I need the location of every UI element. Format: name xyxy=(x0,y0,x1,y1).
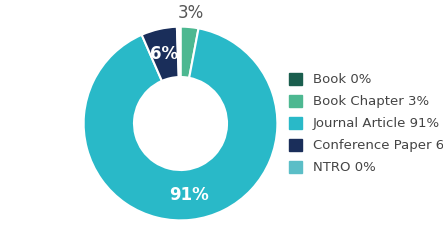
Legend: Book 0%, Book Chapter 3%, Journal Article 91%, Conference Paper 6%, NTRO 0%: Book 0%, Book Chapter 3%, Journal Articl… xyxy=(289,73,443,174)
Wedge shape xyxy=(84,28,277,220)
Text: 6%: 6% xyxy=(151,45,179,63)
Wedge shape xyxy=(177,27,179,77)
Wedge shape xyxy=(179,27,180,77)
Text: 3%: 3% xyxy=(178,4,204,22)
Text: 91%: 91% xyxy=(169,186,208,204)
Wedge shape xyxy=(142,27,179,81)
Wedge shape xyxy=(180,27,198,78)
